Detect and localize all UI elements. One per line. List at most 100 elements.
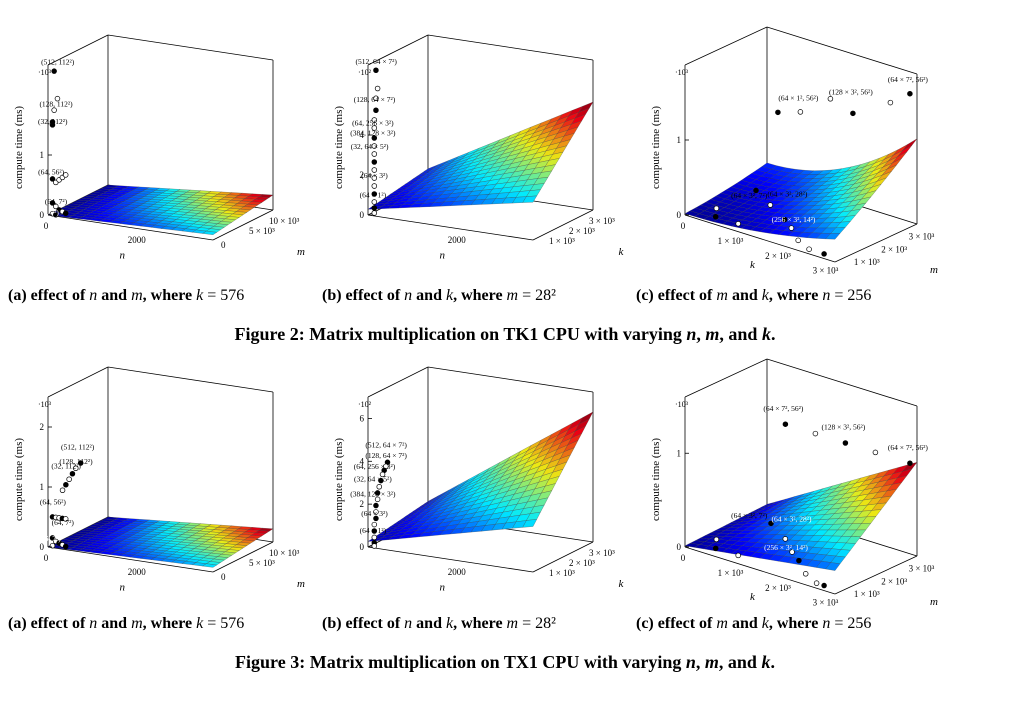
x-tick-label: 0: [681, 553, 686, 563]
data-point: [821, 251, 827, 257]
data-point: [907, 90, 913, 97]
point-annotation: (64 × 1², 56²): [778, 93, 818, 102]
data-point: [49, 176, 56, 182]
data-point: [373, 95, 379, 101]
data-point: [782, 536, 789, 542]
y-tick-label: 1 × 10³: [549, 236, 575, 246]
y-tick-label: 5 × 10³: [249, 226, 275, 236]
z-tick-label: 1: [40, 150, 45, 160]
point-annotation: (32, 64 × 5²): [354, 475, 392, 484]
subcaption-2c: (c) effect of m and k, where n = 256: [636, 287, 872, 304]
data-point: [371, 175, 378, 181]
point-annotation: (64 × 3², 28²): [772, 515, 812, 524]
data-point: [59, 487, 66, 493]
data-point: [789, 549, 795, 555]
y-tick-label: 3 × 10³: [589, 548, 615, 558]
point-annotation: (96, 7²): [37, 208, 60, 217]
x-tick-label: 1 × 10³: [718, 236, 744, 246]
scatter-points: [712, 90, 913, 257]
point-annotation: (64 × 7², 56²): [888, 443, 928, 452]
x-tick-label: 3 × 10³: [813, 598, 839, 608]
data-point: [371, 125, 378, 131]
x-axis-label: k: [750, 591, 756, 603]
y-axis-label: m: [297, 246, 305, 258]
data-point: [373, 502, 379, 509]
point-annotation: (64 × 7², 56²): [763, 404, 803, 413]
data-point: [781, 216, 788, 223]
data-point: [813, 580, 820, 586]
data-point: [812, 430, 819, 437]
data-point: [371, 191, 378, 197]
point-annotation: (64, 7²): [52, 518, 75, 527]
surface-mesh: [684, 138, 918, 240]
data-point: [51, 68, 57, 74]
z-tick-label: 1: [677, 448, 682, 458]
point-annotation: (128, 64 × 7²): [354, 95, 396, 104]
y-axis-label: m: [930, 596, 938, 608]
data-point: [63, 481, 69, 488]
x-tick-label: 2 × 10³: [765, 251, 791, 261]
surface-mesh: [367, 411, 594, 542]
point-annotation: (384, 128 × 3²): [350, 129, 396, 138]
x-tick-label: 0: [44, 221, 49, 231]
point-annotation: (256 × 3², 14²): [772, 215, 816, 224]
data-point: [374, 496, 381, 503]
figure-3-panel-a: (512, 112²) (128, 112²) (32, 112²) (64, 56²…: [0, 366, 320, 617]
data-point: [795, 237, 801, 244]
data-point: [371, 151, 378, 157]
y-axis-label: k: [619, 246, 625, 258]
data-point: [379, 471, 386, 478]
data-point: [53, 203, 59, 210]
point-annotation: (64 × 3², 28²): [767, 189, 807, 198]
data-point: [735, 221, 741, 227]
data-point: [371, 210, 378, 216]
surface-mesh: [47, 516, 274, 568]
data-point: [378, 477, 384, 484]
x-tick-label: 2000: [128, 235, 147, 245]
z-tick-label: 1: [40, 482, 45, 492]
subcaption-3a: (a) effect of n and m, where k = 576: [8, 615, 245, 632]
data-point: [53, 212, 59, 218]
data-point: [373, 509, 379, 515]
data-point: [62, 210, 69, 217]
data-point: [371, 183, 378, 189]
x-tick-label: 2 × 10³: [765, 583, 791, 593]
point-annotation: (32, 112²): [51, 462, 81, 471]
point-annotation: (64, 256 × 3²): [354, 462, 396, 471]
data-point: [371, 167, 378, 173]
figure-2-panel-c: (64 × 7², 56²) (128 × 3², 56²) (64 × 1², 5…: [640, 26, 970, 285]
axes-box: [367, 366, 594, 573]
data-point: [371, 521, 378, 528]
y-tick-label: 3 × 10³: [589, 216, 615, 226]
scatter-points: [371, 459, 391, 549]
point-annotation: (128 × 3², 56²): [822, 423, 866, 432]
surface-mesh: [684, 462, 918, 571]
y-axis-label: m: [297, 578, 305, 590]
x-tick-label: 0: [681, 221, 686, 231]
point-annotation: (512, 112²): [41, 58, 75, 67]
data-point: [842, 440, 849, 446]
z-tick-label: 2: [360, 499, 365, 509]
data-point: [782, 421, 789, 427]
data-point: [371, 199, 378, 205]
surface-chart: (512, 64 × 7²) (128, 64 × 7²) (64, 256 × 3…: [333, 366, 625, 593]
z-axis-label: compute time (ms): [13, 106, 25, 189]
x-axis-label: n: [440, 581, 446, 593]
z-tick-label: 0: [677, 210, 682, 220]
data-point: [51, 107, 57, 113]
point-annotation: (64 × 3², 7²): [731, 191, 768, 200]
surface-chart: (64 × 7², 56²) (128 × 3², 56²) (64 × 7², 5…: [650, 358, 938, 608]
x-tick-label: 0: [44, 553, 49, 563]
y-tick-label: 10 × 10³: [269, 548, 300, 558]
data-point: [712, 545, 719, 552]
data-point: [775, 109, 781, 116]
data-point: [371, 528, 378, 534]
scatter-points: [712, 421, 913, 589]
point-annotation: (64, 7²): [45, 197, 68, 206]
x-tick-label: 1 × 10³: [718, 568, 744, 578]
point-annotation: (64, 256 × 3²): [352, 119, 394, 128]
z-tick-label: 4: [360, 130, 365, 140]
surface-mesh: [47, 184, 274, 235]
subcaption-3b: (b) effect of n and k, where m = 28²: [322, 615, 556, 632]
figure-3-caption: Figure 3: Matrix multiplication on TX1 C…: [235, 652, 775, 672]
